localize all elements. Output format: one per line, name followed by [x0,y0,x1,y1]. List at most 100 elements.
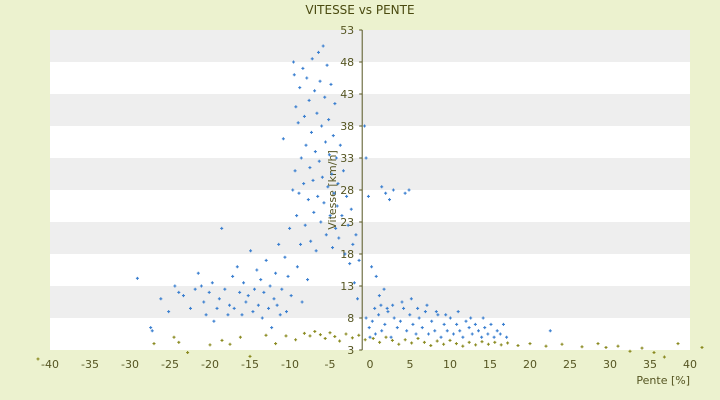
data-point [284,334,288,338]
data-point [330,172,334,176]
data-point [228,342,232,346]
data-point [295,265,299,269]
data-point [228,303,232,307]
data-point [528,342,532,346]
data-point [385,306,389,310]
data-point [307,98,311,102]
x-tick-label: 20 [523,358,537,371]
data-point [338,143,342,147]
data-point [580,345,584,349]
data-point [283,255,287,259]
data-point [238,290,242,294]
data-point [212,319,216,323]
data-point [467,340,471,344]
data-point [297,191,301,195]
data-point [422,340,426,344]
chart-title: VITESSE vs PENTE [305,3,415,17]
data-point [208,343,212,347]
data-point [220,338,224,342]
y-tick-label: 48 [340,56,354,69]
x-tick-label: 25 [563,358,577,371]
data-point [676,342,680,346]
data-point [150,329,154,333]
data-point [444,313,448,317]
data-point [220,226,224,230]
data-point [244,300,248,304]
data-point [373,306,377,310]
data-point [628,349,632,353]
y-tick-label: 53 [340,24,354,37]
x-tick-label: -40 [41,358,59,371]
data-point [306,278,310,282]
data-point [296,121,300,125]
data-point [345,194,349,198]
data-point [332,191,336,195]
grid-band [50,286,690,318]
data-point [409,297,413,301]
data-point [356,297,360,301]
data-point [302,331,306,335]
data-point [505,335,509,339]
data-point [327,153,331,157]
data-point [327,118,331,122]
data-point [293,169,297,173]
data-point [306,198,310,202]
data-point [344,332,348,336]
data-point [486,342,490,346]
x-tick-label: -30 [121,358,139,371]
x-tick-label: 40 [683,358,697,371]
data-point [264,258,268,262]
data-point [388,198,392,202]
data-point [281,137,285,141]
data-point [199,284,203,288]
data-point [470,332,474,336]
data-point [334,156,338,160]
data-point [429,344,433,348]
data-point [411,322,415,326]
data-point [312,210,316,214]
y-tick-label: 18 [340,248,354,261]
data-point [402,306,406,310]
data-point [299,156,303,160]
data-point [298,86,302,90]
data-point [335,204,339,208]
data-point [486,332,490,336]
data-point [240,313,244,317]
data-point [207,290,211,294]
data-point [544,344,548,348]
data-point [352,281,356,285]
data-point [380,185,384,189]
data-point [469,316,473,320]
x-tick-label: 15 [483,358,497,371]
data-point [350,336,354,340]
data-point [323,95,327,99]
data-point [442,342,446,346]
data-point [295,214,299,218]
data-point [256,303,260,307]
x-tick-label: -5 [325,358,336,371]
data-point [318,333,322,337]
data-point [193,287,197,291]
data-point [308,166,312,170]
data-point [700,345,704,349]
data-point [275,303,279,307]
y-tick-label: 8 [347,312,354,325]
data-point [223,287,227,291]
data-point [135,276,139,280]
data-point [383,322,387,326]
data-point [480,335,484,339]
grid-band [50,222,690,254]
data-point [439,335,443,339]
data-point [333,335,337,339]
data-point [326,185,330,189]
data-point [499,343,503,347]
x-tick-label: -35 [81,358,99,371]
x-tick-label: 35 [643,358,657,371]
data-point [316,50,320,54]
data-point [403,338,407,342]
y-axis-title: Vitesse [km/h] [326,150,339,230]
data-point [292,60,296,64]
data-point [405,329,409,333]
data-point [495,329,499,333]
y-tick-label: 3 [347,344,354,357]
